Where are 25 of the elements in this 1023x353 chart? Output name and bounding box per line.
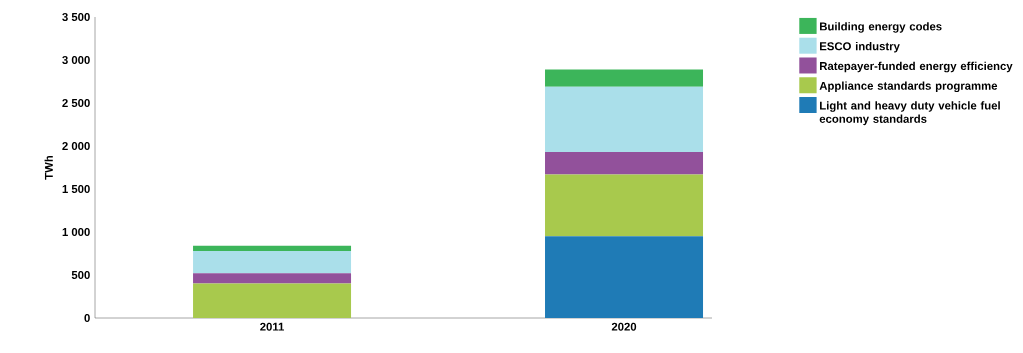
y-tick-label: 1 000 — [62, 228, 90, 237]
bar — [545, 152, 704, 175]
y-tick-label: 0 — [84, 314, 90, 323]
bar — [193, 273, 352, 284]
bar — [545, 69, 704, 87]
bar — [193, 283, 352, 318]
y-axis-title: TWh — [44, 155, 53, 180]
y-tick-label: 2 000 — [62, 142, 90, 151]
y-tick-label: 3 000 — [62, 55, 90, 65]
bar — [545, 86, 704, 153]
y-tick-label: 3 500 — [62, 12, 90, 22]
legend-label: Ratepayer-funded energy efficiency — [820, 61, 1013, 73]
y-tick-label: 1 500 — [62, 185, 90, 194]
bar — [193, 250, 352, 274]
legend-label: ESCO industry — [820, 41, 900, 53]
legend-label: Building energy codes — [820, 22, 942, 33]
y-tick-label: 500 — [71, 271, 90, 280]
legend-label: Light and heavy duty vehicle fuel economy standards — [819, 101, 1000, 126]
x-tick-label: 2020 — [611, 322, 637, 331]
x-tick-label: 2011 — [260, 322, 285, 331]
bar — [545, 174, 704, 237]
y-tick-label: 2 500 — [62, 99, 90, 108]
legend-label: Appliance standards programme — [819, 81, 998, 93]
bar — [193, 245, 352, 251]
bar — [545, 236, 704, 318]
